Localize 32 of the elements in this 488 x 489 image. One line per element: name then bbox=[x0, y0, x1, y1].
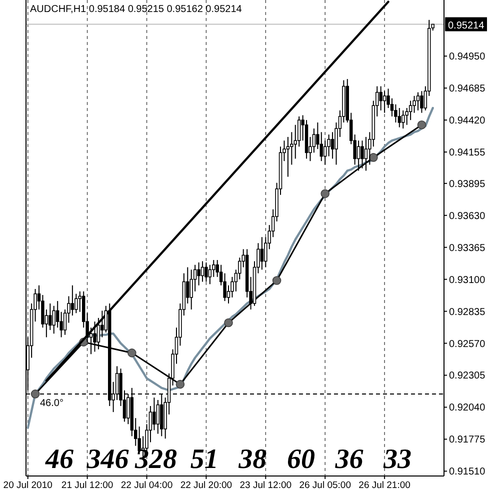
annotation: 36 bbox=[334, 444, 364, 475]
y-tick-label: 0.91510 bbox=[449, 466, 486, 478]
y-tick-label: 0.91775 bbox=[449, 434, 486, 446]
y-tick-label: 0.94685 bbox=[449, 84, 486, 95]
y-tick-label: 0.92835 bbox=[449, 306, 486, 318]
y-tick-label: 0.93630 bbox=[449, 210, 486, 222]
y-tick-label: 0.92305 bbox=[449, 370, 486, 382]
y-tick-label: 0.94420 bbox=[449, 116, 486, 127]
y-tick-label: 0.94155 bbox=[449, 148, 486, 159]
annotation: 46 bbox=[44, 444, 74, 475]
annotation: 33 bbox=[382, 444, 412, 475]
y-tick-label: 0.92570 bbox=[449, 338, 486, 350]
ref-line-label: 0.95214 bbox=[448, 20, 485, 32]
y-tick-label: 0.92040 bbox=[449, 402, 486, 414]
x-tick-label: 20 Jul 2010 bbox=[3, 480, 52, 489]
x-tick-label: 26 Jul 21:00 bbox=[358, 480, 410, 489]
y-tick-label: 0.93100 bbox=[449, 274, 486, 286]
x-tick-label: 21 Jul 12:00 bbox=[61, 480, 114, 489]
x-tick-label: 22 Jul 04:00 bbox=[120, 480, 173, 489]
y-tick-label: 0.94950 bbox=[449, 52, 486, 63]
x-tick-label: 26 Jul 05:00 bbox=[299, 480, 351, 489]
annotation: 346 bbox=[86, 444, 129, 475]
chart-title: AUDCHF,H1 0.95184 0.95215 0.95162 0.95214 bbox=[30, 4, 242, 15]
x-tick-label: 22 Jul 20:00 bbox=[180, 480, 232, 489]
annotation: 46.0° bbox=[40, 398, 64, 409]
annotation: 38 bbox=[238, 444, 267, 475]
annotation: 51 bbox=[190, 444, 218, 475]
y-tick-label: 0.93365 bbox=[449, 242, 486, 254]
annotation: 60 bbox=[286, 444, 315, 475]
y-tick-label: 0.93895 bbox=[449, 178, 486, 190]
annotation: 328 bbox=[134, 444, 178, 475]
x-tick-label: 23 Jul 12:00 bbox=[240, 480, 292, 489]
